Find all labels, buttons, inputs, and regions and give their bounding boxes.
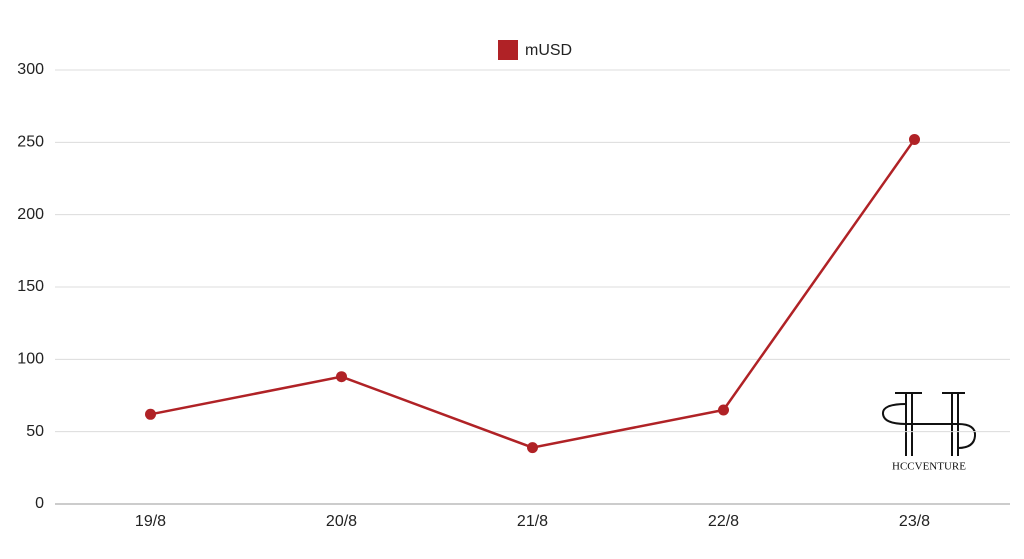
logo	[881, 392, 977, 456]
point	[909, 133, 920, 145]
y-tick-label: 100	[17, 351, 44, 368]
point	[527, 442, 538, 454]
x-tick-label: 22/8	[708, 513, 739, 530]
y-tick-label: 50	[26, 423, 44, 440]
y-tick-label: 150	[17, 278, 44, 295]
watermark: HCCVENTURE	[892, 461, 966, 473]
legend-label: mUSD	[525, 42, 572, 59]
y-tick-label: 200	[17, 206, 44, 223]
x-tick-label: 23/8	[899, 513, 930, 530]
line	[150, 138, 916, 449]
y-tick-label: 250	[17, 134, 44, 151]
x-tick-label: 19/8	[135, 513, 166, 530]
point	[718, 404, 729, 416]
y-tick-label: 0	[35, 495, 44, 512]
point	[336, 371, 347, 383]
legend-swatch	[498, 40, 518, 60]
y-tick-label: 300	[17, 61, 44, 78]
x-tick-label: 21/8	[517, 513, 548, 530]
x-tick-label: 20/8	[326, 513, 357, 530]
point	[145, 408, 156, 420]
